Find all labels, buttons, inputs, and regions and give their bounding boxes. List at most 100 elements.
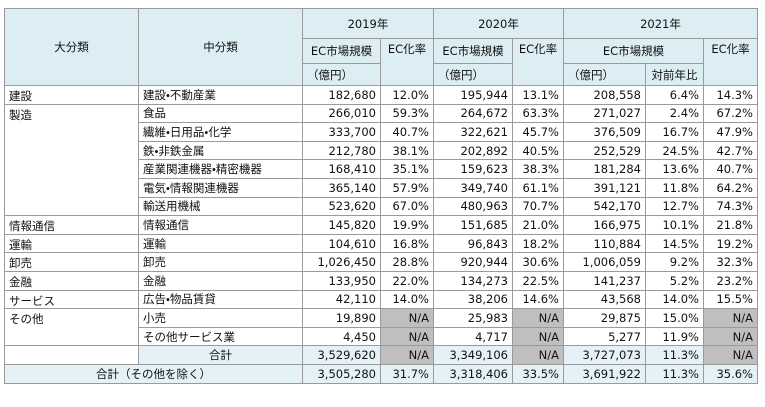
data-cell: 542,170 bbox=[563, 196, 646, 217]
data-cell: 40.7% bbox=[703, 159, 758, 179]
minor-label: 電気・情報関連機器 bbox=[138, 178, 303, 198]
data-cell: 3,691,922 bbox=[563, 364, 646, 384]
data-cell: 28.8% bbox=[380, 252, 434, 272]
data-cell: 333,700 bbox=[302, 122, 381, 142]
data-cell: 271,027 bbox=[563, 103, 646, 124]
data-cell: 24.5% bbox=[645, 140, 704, 161]
data-cell: 14.0% bbox=[380, 289, 434, 310]
data-cell: 264,672 bbox=[433, 103, 513, 124]
rate-header: EC化率 bbox=[703, 38, 758, 86]
minor-label: 運輸 bbox=[138, 233, 303, 254]
unit-header: （億円） bbox=[302, 63, 381, 86]
major-label: 情報通信 bbox=[4, 215, 139, 235]
data-cell: 33.5% bbox=[512, 364, 564, 384]
data-cell: 3,727,073 bbox=[563, 345, 646, 365]
data-cell: 59.3% bbox=[380, 103, 434, 124]
data-cell: 3,349,106 bbox=[433, 345, 513, 365]
data-cell: 141,237 bbox=[563, 271, 646, 291]
data-cell: 14.5% bbox=[645, 233, 704, 254]
data-cell: 57.9% bbox=[380, 178, 434, 198]
data-cell: 11.3% bbox=[645, 345, 704, 365]
minor-label: 鉄・非鉄金属 bbox=[138, 140, 303, 161]
data-cell: 38.3% bbox=[512, 159, 564, 179]
data-cell: 195,944 bbox=[433, 85, 513, 105]
empty-cell bbox=[4, 345, 139, 365]
data-cell: 133,950 bbox=[302, 271, 381, 291]
data-cell: 14.6% bbox=[512, 289, 564, 310]
data-cell: 12.7% bbox=[645, 196, 704, 217]
data-cell: 365,140 bbox=[302, 178, 381, 198]
data-cell: 22.5% bbox=[512, 271, 564, 291]
data-cell: N/A bbox=[703, 308, 758, 328]
data-cell: 2.4% bbox=[645, 103, 704, 124]
data-cell: 30.6% bbox=[512, 252, 564, 272]
data-cell: 74.3% bbox=[703, 196, 758, 217]
major-header: 大分類 bbox=[4, 8, 139, 86]
data-cell: 40.5% bbox=[512, 140, 564, 161]
data-cell: 21.8% bbox=[703, 215, 758, 235]
year-header: 2020年 bbox=[433, 8, 564, 39]
data-cell: 166,975 bbox=[563, 215, 646, 235]
data-cell: 35.6% bbox=[703, 364, 758, 384]
data-cell: 391,121 bbox=[563, 178, 646, 198]
data-cell: 182,680 bbox=[302, 85, 381, 105]
data-cell: 15.0% bbox=[645, 308, 704, 328]
data-cell: 40.7% bbox=[380, 122, 434, 142]
data-cell: 16.7% bbox=[645, 122, 704, 142]
data-cell: N/A bbox=[512, 326, 564, 347]
data-cell: 110,884 bbox=[563, 233, 646, 254]
data-cell: 523,620 bbox=[302, 196, 381, 217]
data-cell: 19.9% bbox=[380, 215, 434, 235]
data-cell: 14.3% bbox=[703, 85, 758, 105]
data-cell: 376,509 bbox=[563, 122, 646, 142]
data-cell: 19,890 bbox=[302, 308, 381, 328]
data-cell: 3,318,406 bbox=[433, 364, 513, 384]
data-cell: 14.0% bbox=[645, 289, 704, 310]
data-cell: 11.8% bbox=[645, 178, 704, 198]
data-cell: 5,277 bbox=[563, 326, 646, 347]
data-cell: 45.7% bbox=[512, 122, 564, 142]
yoy-header: 対前年比 bbox=[645, 63, 704, 86]
data-cell: 5.2% bbox=[645, 271, 704, 291]
data-cell: 6.4% bbox=[645, 85, 704, 105]
major-label: 運輸 bbox=[4, 233, 139, 254]
minor-label: 金融 bbox=[138, 271, 303, 291]
data-cell: 134,273 bbox=[433, 271, 513, 291]
data-cell: 31.7% bbox=[380, 364, 434, 384]
data-cell: 15.5% bbox=[703, 289, 758, 310]
minor-header: 中分類 bbox=[138, 8, 303, 86]
data-cell: 181,284 bbox=[563, 159, 646, 179]
total-label: 合計 bbox=[138, 345, 303, 365]
data-cell: 145,820 bbox=[302, 215, 381, 235]
data-cell: 43,568 bbox=[563, 289, 646, 310]
minor-label: 建設・不動産業 bbox=[138, 85, 303, 105]
data-cell: 29,875 bbox=[563, 308, 646, 328]
data-cell: 159,623 bbox=[433, 159, 513, 179]
data-cell: 42,110 bbox=[302, 289, 381, 310]
data-cell: 63.3% bbox=[512, 103, 564, 124]
data-cell: 18.2% bbox=[512, 233, 564, 254]
data-cell: N/A bbox=[703, 345, 758, 365]
rate-header: EC化率 bbox=[512, 38, 564, 86]
minor-label: その他サービス業 bbox=[138, 326, 303, 347]
major-label: 建設 bbox=[4, 85, 139, 105]
minor-label: 輸送用機械 bbox=[138, 196, 303, 217]
major-label: 金融 bbox=[4, 271, 139, 291]
data-cell: 202,892 bbox=[433, 140, 513, 161]
data-cell: 67.2% bbox=[703, 103, 758, 124]
major-label: 製造 bbox=[4, 103, 139, 217]
data-cell: 208,558 bbox=[563, 85, 646, 105]
data-cell: 25,983 bbox=[433, 308, 513, 328]
data-cell: 13.1% bbox=[512, 85, 564, 105]
data-cell: 151,685 bbox=[433, 215, 513, 235]
data-cell: 11.3% bbox=[645, 364, 704, 384]
market-header: EC市場規模 bbox=[563, 38, 704, 64]
data-cell: 4,717 bbox=[433, 326, 513, 347]
data-cell: N/A bbox=[703, 326, 758, 347]
data-cell: 3,529,620 bbox=[302, 345, 381, 365]
data-cell: 480,963 bbox=[433, 196, 513, 217]
data-cell: 67.0% bbox=[380, 196, 434, 217]
